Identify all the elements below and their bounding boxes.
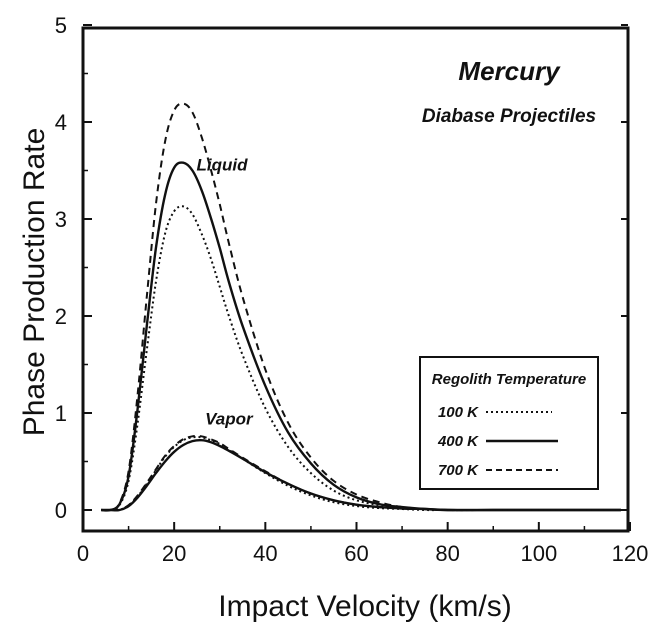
legend-entry-400k: 400 K — [437, 433, 558, 450]
chart-subtitle: Diabase Projectiles — [422, 106, 596, 127]
legend-entry-700k: 700 K — [438, 462, 558, 479]
y-tick-label: 0 — [55, 498, 67, 523]
y-tick-label: 1 — [55, 401, 67, 426]
y-tick-label: 2 — [55, 304, 67, 329]
liquid-annotation: Liquid — [197, 156, 249, 175]
legend: Regolith Temperature 100 K 400 K 700 K — [419, 356, 599, 490]
y-tick-label: 3 — [55, 207, 67, 232]
x-tick-label: 0 — [77, 541, 89, 566]
vapor-annotation: Vapor — [205, 410, 254, 429]
x-tick-label: 60 — [344, 541, 368, 566]
series-line-1 — [101, 205, 621, 512]
legend-title: Regolith Temperature — [432, 371, 586, 388]
x-tick-label: 100 — [520, 541, 557, 566]
y-tick-label: 4 — [55, 110, 67, 135]
legend-label-700k: 700 K — [438, 462, 479, 479]
legend-box — [419, 356, 599, 490]
y-axis-label: Phase Production Rate — [18, 128, 51, 437]
y-tick-label: 5 — [55, 13, 67, 38]
x-tick-label: 120 — [612, 541, 649, 566]
x-tick-label: 20 — [162, 541, 186, 566]
legend-label-400k: 400 K — [437, 433, 479, 450]
legend-entry-100k: 100 K — [438, 404, 552, 421]
chart-title: Mercury — [458, 56, 561, 86]
legend-label-100k: 100 K — [438, 404, 479, 421]
x-tick-label: 40 — [253, 541, 277, 566]
x-axis-label: Impact Velocity (km/s) — [218, 590, 511, 623]
x-tick-label: 80 — [435, 541, 459, 566]
series-line-6 — [101, 434, 621, 512]
